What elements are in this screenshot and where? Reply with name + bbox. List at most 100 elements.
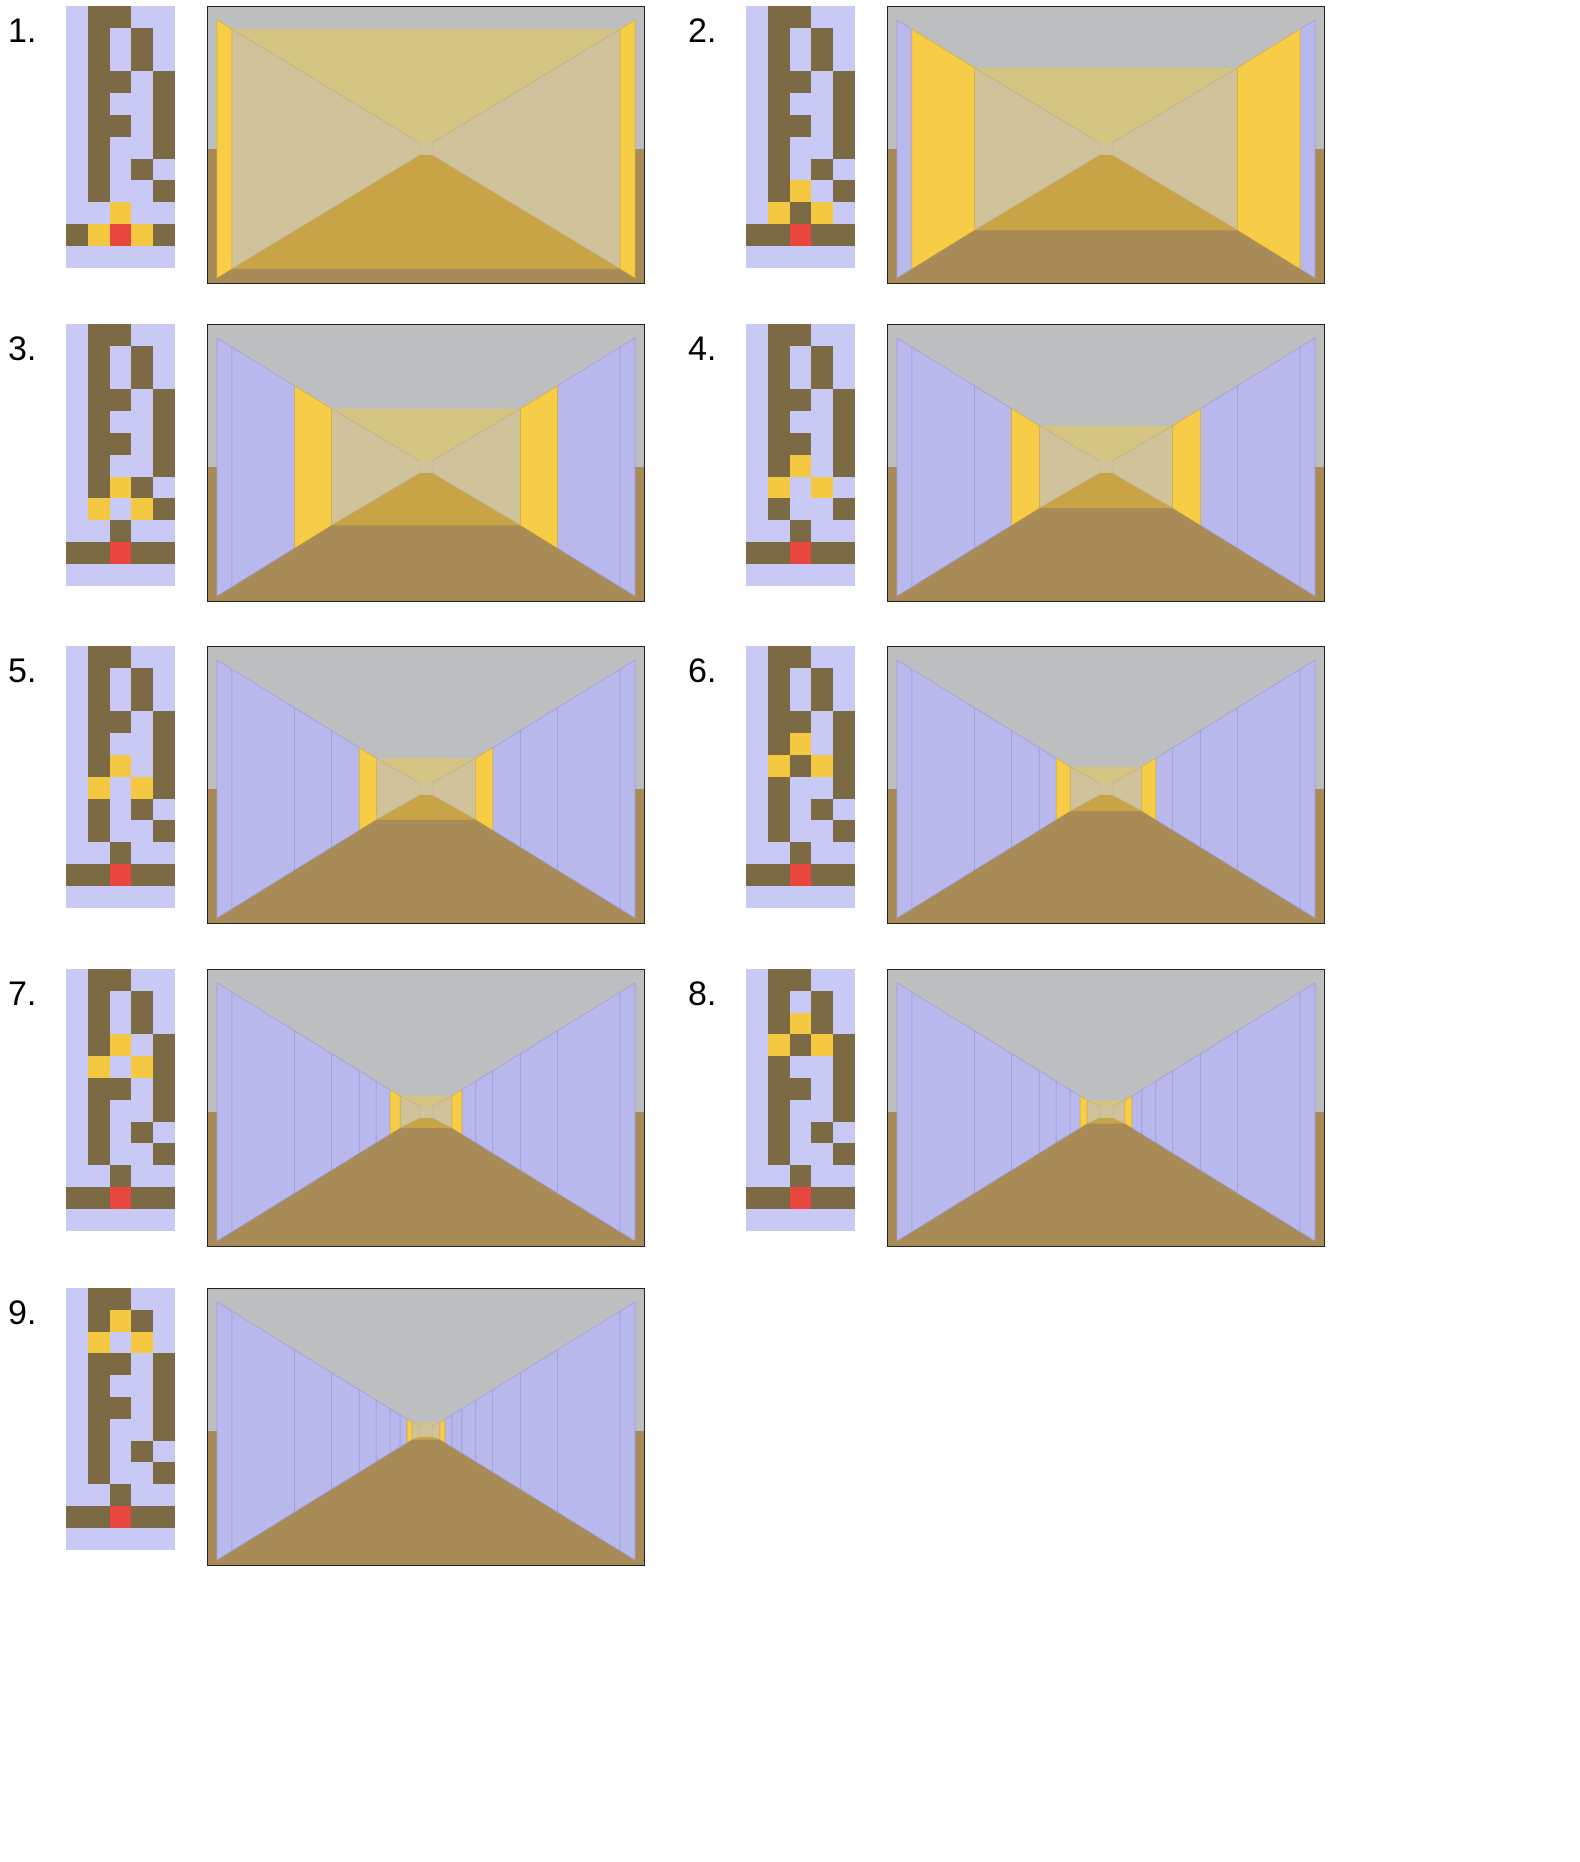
maze-cell xyxy=(153,71,176,94)
maze-cell xyxy=(109,969,132,992)
maze-cell xyxy=(87,115,111,138)
maze-cell xyxy=(811,411,834,434)
maze-cell xyxy=(66,1527,89,1551)
maze-cell xyxy=(66,885,89,909)
maze-cell xyxy=(789,1165,812,1188)
maze-cell xyxy=(153,389,176,412)
maze-cell xyxy=(109,454,132,478)
maze-cell xyxy=(789,27,812,51)
maze-cell xyxy=(66,969,89,992)
maze-cell xyxy=(109,1012,132,1035)
maze-cell xyxy=(767,864,791,887)
maze-cell xyxy=(811,990,834,1014)
maze-cell xyxy=(746,476,769,499)
maze-cell xyxy=(746,1165,769,1188)
maze-cell xyxy=(811,71,834,94)
maze-cell xyxy=(767,1187,791,1210)
maze-cell xyxy=(87,755,111,778)
maze-cell xyxy=(153,1484,176,1507)
maze-cell xyxy=(153,798,176,821)
maze-cell xyxy=(153,1527,176,1551)
maze-cell xyxy=(767,646,791,669)
maze-cell xyxy=(87,367,111,390)
maze-cell xyxy=(109,798,132,821)
maze-cell xyxy=(746,969,769,992)
maze-cell xyxy=(109,1418,132,1442)
corridor-view xyxy=(887,6,1325,284)
maze-cell xyxy=(87,1397,111,1420)
maze-cell xyxy=(66,776,89,800)
maze-cell xyxy=(66,864,89,887)
maze-cell xyxy=(811,180,834,203)
maze-cell xyxy=(746,689,769,712)
maze-cell xyxy=(131,1309,154,1333)
step-panel: 2. xyxy=(680,0,1340,300)
maze-cell xyxy=(811,1078,834,1101)
maze-cell xyxy=(131,733,154,756)
maze-cell xyxy=(153,563,176,587)
maze-cell xyxy=(153,115,176,138)
maze-cell xyxy=(811,245,834,269)
maze-cell xyxy=(833,1034,856,1057)
maze-cell xyxy=(746,224,769,247)
maze-cell xyxy=(811,115,834,138)
maze-cell xyxy=(746,27,769,51)
maze-minimap xyxy=(746,6,856,278)
maze-cell xyxy=(811,798,834,821)
maze-cell xyxy=(746,798,769,821)
maze-cell xyxy=(746,454,769,478)
maze-cell xyxy=(746,1099,769,1123)
maze-cell xyxy=(746,202,769,225)
maze-cell xyxy=(87,1056,111,1079)
maze-cell xyxy=(131,476,154,499)
maze-cell xyxy=(746,93,769,116)
maze-minimap xyxy=(66,969,176,1241)
maze-cell xyxy=(131,885,154,909)
maze-cell xyxy=(767,27,791,51)
maze-cell xyxy=(767,345,791,369)
player-marker xyxy=(789,542,812,565)
maze-cell xyxy=(153,1078,176,1101)
maze-cell xyxy=(789,820,812,843)
maze-cell xyxy=(131,433,154,456)
maze-cell xyxy=(811,733,834,756)
maze-cell xyxy=(66,1397,89,1420)
maze-cell xyxy=(66,1099,89,1123)
maze-cell xyxy=(789,885,812,909)
maze-cell xyxy=(767,389,791,412)
maze-cell xyxy=(746,542,769,565)
maze-cell xyxy=(746,646,769,669)
step-number: 9. xyxy=(8,1294,37,1332)
maze-cell xyxy=(87,1099,111,1123)
maze-cell xyxy=(131,1397,154,1420)
maze-cell xyxy=(789,646,812,669)
maze-minimap xyxy=(66,1288,176,1560)
maze-cell xyxy=(833,324,856,347)
maze-cell xyxy=(131,71,154,94)
maze-cell xyxy=(833,202,856,225)
maze-cell xyxy=(87,27,111,51)
maze-cell xyxy=(87,1527,111,1551)
maze-minimap xyxy=(66,646,176,918)
corridor-view xyxy=(207,646,645,924)
maze-cell xyxy=(131,224,154,247)
maze-cell xyxy=(833,389,856,412)
maze-cell xyxy=(767,798,791,821)
maze-cell xyxy=(746,885,769,909)
step-panel: 6. xyxy=(680,640,1340,940)
maze-cell xyxy=(811,367,834,390)
maze-cell xyxy=(767,476,791,499)
maze-cell xyxy=(789,180,812,203)
maze-cell xyxy=(87,646,111,669)
maze-cell xyxy=(109,476,132,499)
maze-cell xyxy=(87,776,111,800)
maze-cell xyxy=(87,224,111,247)
maze-cell xyxy=(811,864,834,887)
maze-cell xyxy=(66,1375,89,1398)
maze-cell xyxy=(87,1208,111,1232)
maze-cell xyxy=(109,1078,132,1101)
corridor-view xyxy=(887,324,1325,602)
maze-cell xyxy=(131,990,154,1014)
maze-cell xyxy=(66,820,89,843)
maze-cell xyxy=(833,864,856,887)
